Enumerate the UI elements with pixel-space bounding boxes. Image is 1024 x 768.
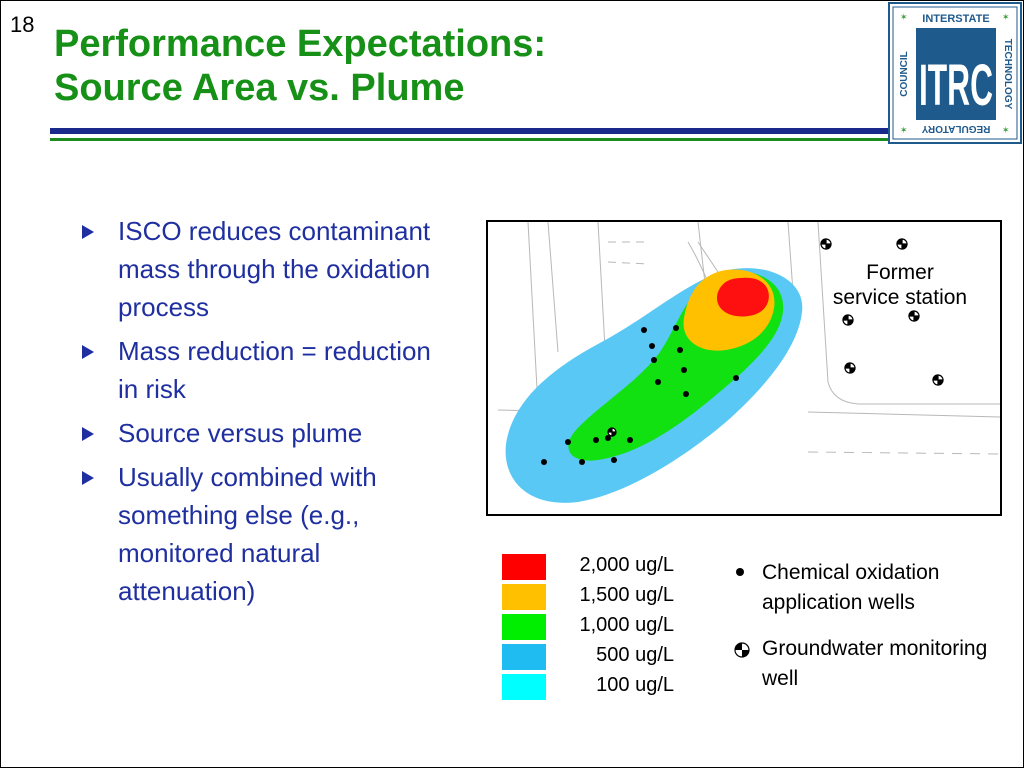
legend-swatch-500 (502, 644, 546, 670)
svg-text:✶: ✶ (900, 126, 908, 136)
bullet-arrow-icon (82, 225, 94, 239)
itrc-logo: ITRC INTERSTATE REGULATORY TECHNOLOGY CO… (888, 2, 1022, 144)
svg-text:✶: ✶ (1002, 126, 1010, 136)
key-monitoring-well: Groundwater monitoring well (730, 634, 1010, 694)
legend-row: 1,000 ug/L (502, 612, 682, 642)
monitoring-wells (607, 238, 944, 437)
oxidation-wells (541, 325, 739, 465)
symbol-key: Chemical oxidation application wells Gro… (730, 558, 1010, 710)
plume-map-graphic (497, 222, 1000, 503)
plume-2000-contour (716, 277, 769, 317)
logo-center-text: ITRC (919, 53, 993, 118)
page-title: Performance Expectations: Source Area vs… (54, 22, 546, 110)
legend-swatch-2000 (502, 554, 546, 580)
bullet-item: Source versus plume (80, 414, 440, 452)
legend-row: 500 ug/L (502, 642, 682, 672)
logo-bottom-text: REGULATORY (921, 123, 990, 134)
svg-text:✶: ✶ (1002, 13, 1010, 23)
key-oxidation-wells: Chemical oxidation application wells (730, 558, 1010, 618)
slide-number: 18 (10, 12, 35, 37)
legend-swatch-1000 (502, 614, 546, 640)
bullet-arrow-icon (82, 345, 94, 359)
logo-star-icons: ✶ ✶ ✶ ✶ (900, 13, 1010, 136)
bullet-item: Mass reduction = reduction in risk (80, 332, 440, 408)
legend-row: 2,000 ug/L (502, 552, 682, 582)
title-line-1: Performance Expectations: (54, 23, 547, 65)
logo-left-text: COUNCIL (899, 51, 910, 97)
bullet-item: ISCO reduces contaminant mass through th… (80, 212, 440, 326)
service-station-label: Former service station (832, 261, 968, 309)
concentration-legend: 2,000 ug/L 1,500 ug/L 1,000 ug/L 500 ug/… (502, 552, 682, 702)
bullet-arrow-icon (82, 471, 94, 485)
bullet-arrow-icon (82, 427, 94, 441)
logo-top-text: INTERSTATE (922, 13, 989, 25)
legend-row: 100 ug/L (502, 672, 682, 702)
plume-map: Former service station (486, 220, 1002, 516)
bullet-list: ISCO reduces contaminant mass through th… (80, 212, 440, 616)
title-rule-green (50, 138, 890, 141)
svg-text:✶: ✶ (900, 13, 908, 23)
bullet-item: Usually combined with something else (e.… (80, 458, 440, 610)
monitoring-well-icon (734, 642, 750, 658)
logo-right-text: TECHNOLOGY (1002, 39, 1013, 110)
legend-swatch-100 (502, 674, 546, 700)
title-line-2: Source Area vs. Plume (54, 67, 465, 109)
legend-swatch-1500 (502, 584, 546, 610)
well-dot-icon (736, 568, 744, 576)
title-rule-blue (50, 128, 890, 134)
legend-row: 1,500 ug/L (502, 582, 682, 612)
